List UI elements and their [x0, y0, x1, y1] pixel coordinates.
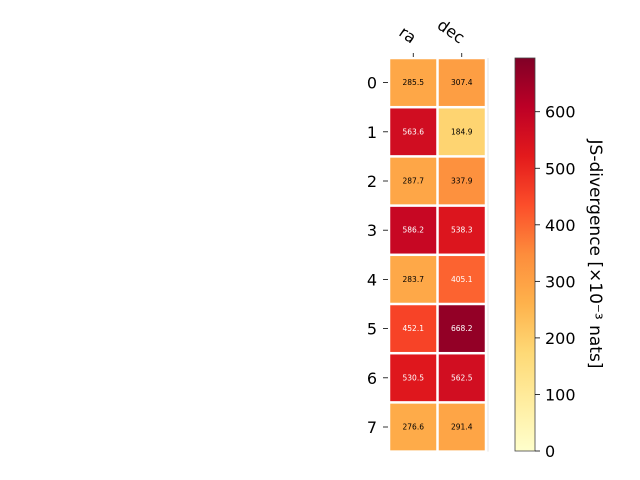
heatmap-cell [390, 354, 437, 402]
cell-value-label: 283.7 [403, 275, 425, 284]
heatmap-cell [390, 256, 437, 303]
heatmap-cell [390, 305, 437, 352]
row-label: 7 [367, 418, 377, 437]
heatmap-cell [438, 354, 485, 402]
column-labels: ra dec [396, 15, 468, 57]
column-label: ra [396, 22, 420, 47]
colorbar-tick-label: 500 [545, 159, 576, 178]
cell-value-label: 562.5 [451, 373, 473, 382]
row-label: 6 [367, 369, 377, 388]
row-label: 5 [367, 320, 377, 339]
cell-value-label: 307.4 [451, 78, 473, 87]
cell-value-label: 285.5 [403, 78, 425, 87]
cell-value-label: 530.5 [403, 373, 425, 382]
heatmap-cell [390, 59, 437, 106]
row-label: 3 [367, 221, 377, 240]
cell-value-label: 287.7 [403, 177, 425, 186]
heatmap-cell [390, 108, 437, 156]
heatmap-cell [438, 206, 485, 254]
cell-value-label: 586.2 [403, 226, 425, 235]
row-label: 4 [367, 270, 377, 289]
colorbar-gradient [514, 57, 536, 452]
row-labels: 0 1 2 3 4 5 6 7 [367, 74, 388, 437]
row-label: 0 [367, 74, 377, 93]
cell-value-label: 405.1 [451, 275, 473, 284]
cell-value-label: 668.2 [451, 324, 473, 333]
colorbar-tick-label: 400 [545, 216, 576, 235]
cell-value-labels: 285.5 307.4 563.6 184.9 287.7 337.9 586.2 538.3… [403, 78, 473, 431]
heatmap-cell [438, 403, 485, 451]
cell-value-label: 563.6 [403, 127, 425, 136]
cell-value-label: 337.9 [451, 177, 473, 186]
colorbar-label: JS-divergence [×10⁻³ nats] [585, 139, 605, 369]
heatmap-cell [438, 256, 485, 303]
row-label: 2 [367, 172, 377, 191]
cell-value-label: 538.3 [451, 226, 473, 235]
heatmap-cell [438, 108, 485, 156]
colorbar-tick-label: 200 [545, 329, 576, 348]
column-label: dec [434, 15, 468, 47]
colorbar-tick-label: 600 [545, 103, 576, 122]
colorbar-tick-label: 300 [545, 272, 576, 291]
heatmap-cells [390, 58, 489, 452]
cell-value-label: 184.9 [451, 127, 473, 136]
cell-value-label: 276.6 [403, 423, 425, 432]
colorbar-tick-label: 100 [545, 385, 576, 404]
heatmap-cell [390, 403, 437, 451]
heatmap-cell [390, 157, 437, 205]
cell-value-label: 291.4 [451, 423, 473, 432]
heatmap-cell [438, 305, 485, 352]
cell-value-label: 452.1 [403, 324, 425, 333]
heatmap-cell [390, 206, 437, 254]
row-label: 1 [367, 123, 377, 142]
heatmap-cell [438, 59, 485, 106]
colorbar-tick-label: 0 [545, 442, 555, 461]
heatmap-cell [438, 157, 485, 205]
colorbar: 0 100 200 300 400 500 600 JS-divergence [×10⁻³… [514, 57, 605, 461]
colorbar-ticks: 0 100 200 300 400 500 600 [535, 103, 576, 461]
